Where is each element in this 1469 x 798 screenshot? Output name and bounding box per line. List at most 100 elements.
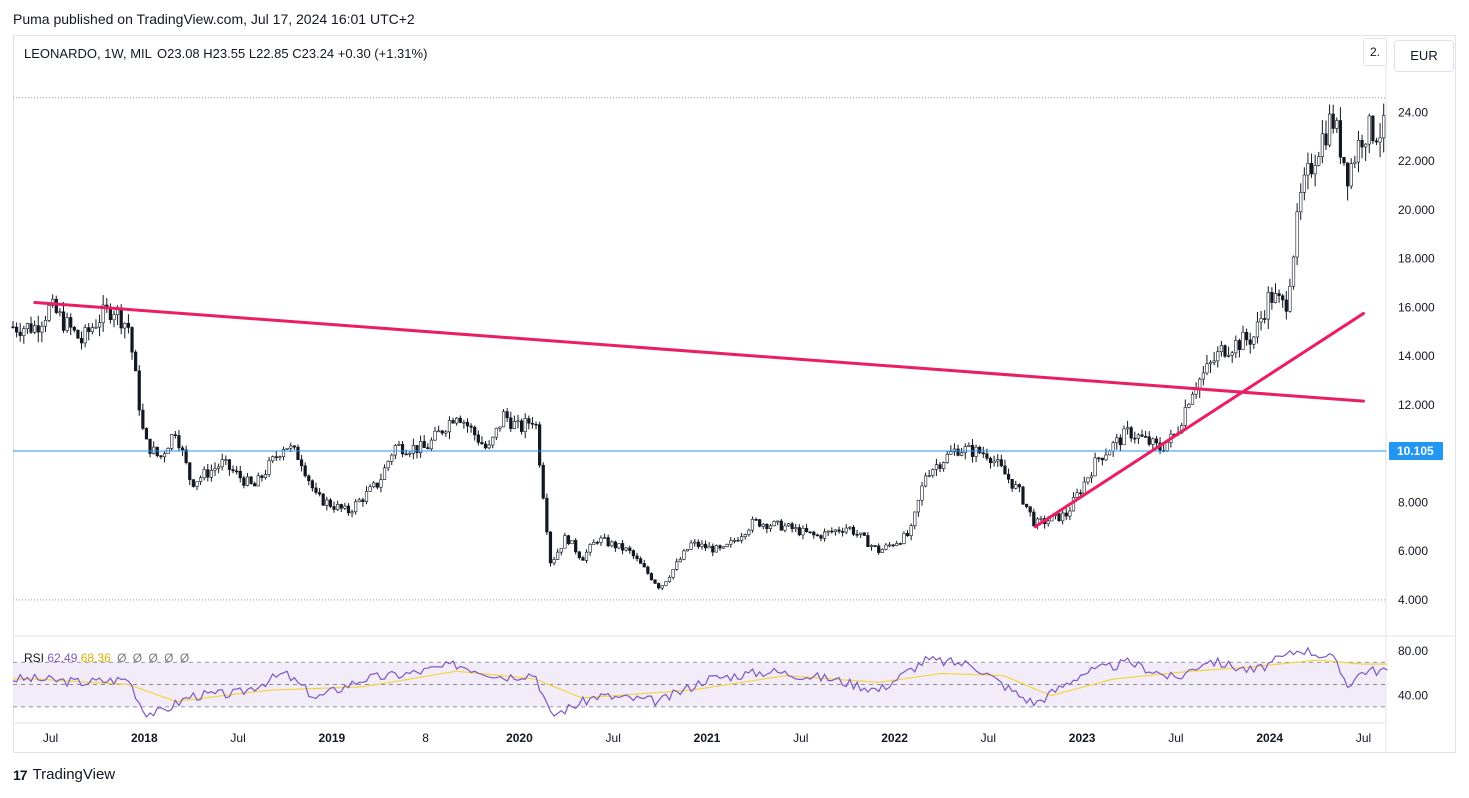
candle-body — [65, 317, 69, 331]
candle-body — [238, 470, 242, 479]
candle-body — [559, 547, 563, 553]
price-tick-label: 24.00 — [1398, 105, 1428, 119]
candle-body — [570, 539, 574, 545]
candle-body — [198, 477, 203, 482]
candle-body — [956, 448, 960, 456]
candle-body — [202, 469, 206, 479]
candle-body — [772, 521, 776, 527]
candle-body — [1125, 427, 1130, 430]
candle-body — [195, 481, 199, 487]
candle-body — [245, 476, 250, 486]
candle-body — [346, 505, 351, 514]
price-tick-label: 4.000 — [1398, 593, 1428, 607]
candle-body — [891, 544, 895, 547]
candle-body — [1226, 355, 1231, 357]
candle-body — [1104, 454, 1108, 461]
candle-body — [36, 325, 40, 333]
candle-body — [361, 499, 365, 502]
candle-body — [123, 322, 127, 329]
candle-body — [354, 501, 358, 513]
candle-body — [606, 537, 610, 547]
scale-button[interactable]: 2. — [1363, 38, 1387, 66]
candle-body — [768, 525, 773, 529]
candle-body — [1194, 389, 1198, 395]
candle-body — [887, 544, 892, 547]
candle-body — [357, 499, 361, 503]
candle-body — [1349, 163, 1353, 187]
currency-button[interactable]: EUR — [1394, 40, 1454, 72]
candle-body — [1010, 478, 1014, 489]
candle-body — [76, 329, 80, 339]
candle-body — [631, 550, 636, 557]
candle-body — [213, 468, 217, 471]
candle-body — [779, 520, 783, 531]
candle-body — [292, 445, 296, 448]
candle-body — [1100, 457, 1104, 461]
candle-body — [375, 482, 379, 488]
candle-body — [94, 326, 98, 329]
rsi-value: 62.49 — [47, 651, 78, 665]
brand-name: TradingView — [32, 766, 116, 783]
candle-body — [321, 493, 325, 506]
price-tick-label: 18.000 — [1398, 252, 1435, 266]
price-tick-label: 6.000 — [1398, 544, 1428, 558]
rsi-line — [12, 646, 1388, 718]
candle-body — [581, 557, 585, 561]
candle-body — [1338, 120, 1343, 158]
candle-body — [97, 322, 102, 328]
candle-body — [61, 311, 66, 331]
candle-body — [996, 459, 1000, 462]
candle-body — [1144, 436, 1148, 438]
candle-body — [841, 531, 845, 533]
candle-body — [1252, 336, 1256, 345]
candle-body — [718, 545, 722, 549]
candle-body — [588, 544, 592, 553]
time-tick-label: Jul — [793, 731, 808, 745]
candle-body — [1140, 434, 1144, 437]
candle-body — [855, 533, 859, 536]
candle-body — [15, 326, 19, 333]
candle-body — [1093, 457, 1097, 477]
price-tick-label: 22.000 — [1398, 154, 1435, 168]
candle-body — [797, 527, 801, 536]
candle-body — [812, 531, 816, 536]
candle-body — [873, 545, 877, 547]
tradingview-brand[interactable]: 17 TradingView — [13, 766, 115, 783]
candle-body — [469, 425, 473, 428]
candle-body — [134, 351, 138, 372]
candle-body — [1295, 211, 1299, 258]
candle-body — [18, 331, 22, 336]
candle-body — [682, 550, 686, 560]
time-tick-label: Jul — [1356, 731, 1371, 745]
candle-body — [458, 417, 462, 423]
candle-body — [184, 449, 188, 463]
candle-body — [931, 469, 935, 476]
candle-body — [758, 519, 762, 527]
candle-body — [1183, 407, 1187, 426]
candle-body — [610, 541, 614, 547]
candle-body — [101, 304, 105, 324]
candle-body — [29, 323, 33, 333]
candle-body — [541, 464, 545, 499]
time-tick-label: 2020 — [506, 731, 533, 745]
candle-body — [227, 459, 232, 470]
candle-body — [1122, 428, 1126, 446]
candle-body — [90, 327, 94, 333]
candle-body — [393, 445, 397, 456]
candle-body — [307, 475, 311, 482]
candle-body — [473, 426, 477, 436]
rsi-extra-2: Ø — [132, 651, 143, 665]
candle-body — [693, 541, 697, 544]
candle-body — [437, 430, 441, 433]
candle-body — [624, 547, 628, 551]
candle-body — [1320, 133, 1324, 157]
ohlc-close: C23.24 — [292, 46, 335, 61]
candle-body — [1327, 113, 1332, 146]
candle-body — [1234, 340, 1238, 354]
candle-body — [314, 487, 318, 493]
candle-body — [1273, 293, 1278, 303]
candle-body — [126, 322, 131, 328]
rsi-extra-3: Ø — [148, 651, 158, 665]
candle-body — [884, 544, 888, 550]
